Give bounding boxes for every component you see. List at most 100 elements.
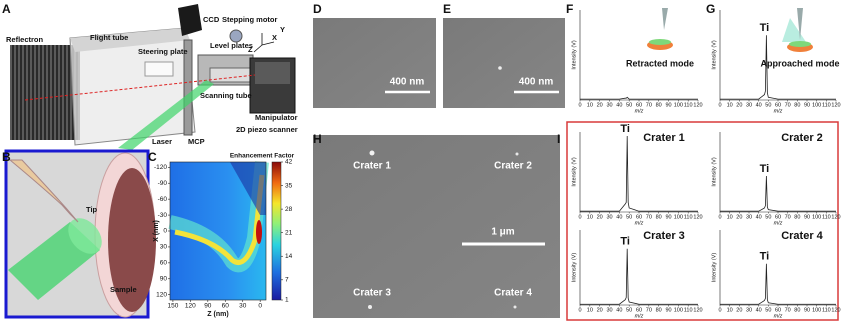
sample-label: Sample [110, 285, 137, 294]
x-axis-label: m/z [635, 313, 644, 319]
spectrum-line [580, 248, 698, 305]
scale-label: 1 μm [491, 227, 514, 238]
y-tick-label: 30 [160, 244, 168, 251]
colorbar-tick-label: 42 [285, 159, 293, 166]
ion-path [24, 74, 256, 101]
chart-title: Crater 2 [781, 132, 823, 144]
x-tick-label: 80 [656, 214, 662, 220]
x-tick-label: 80 [656, 307, 662, 313]
x-tick-label: 40 [756, 102, 762, 108]
panel-label: A [2, 2, 11, 16]
x-tick-label: 60 [775, 102, 781, 108]
x-tick-label: 0 [718, 214, 721, 220]
y-tick-label: -120 [154, 164, 167, 171]
tip-label: Tip [86, 205, 98, 214]
x-tick-label: 50 [765, 307, 771, 313]
y-axis-label: Intensity (V) [711, 253, 717, 283]
x-tick-label: 120 [831, 307, 840, 313]
mcp-shape [183, 39, 193, 136]
crater-label: Crater 2 [494, 161, 532, 172]
y-tick-label: 0 [163, 228, 167, 235]
x-tick-label: 100 [812, 102, 821, 108]
component-label: Reflectron [6, 35, 44, 44]
component-label: Flight tube [90, 33, 128, 42]
x-tick-label: 120 [185, 303, 196, 310]
beam-end [68, 218, 102, 254]
scanning-tube-shape [209, 67, 251, 83]
panel-label: E [443, 2, 451, 16]
colorbar [271, 161, 282, 301]
approached-icon [782, 8, 813, 52]
panel-label: G [706, 2, 715, 16]
x-tick-label: 30 [746, 214, 752, 220]
component-label: 2D piezo scanner [236, 125, 298, 134]
chart-title: Crater 3 [643, 230, 685, 242]
x-tick-label: 10 [587, 102, 593, 108]
x-tick-label: 60 [222, 303, 230, 310]
x-tick-label: 30 [746, 102, 752, 108]
tip-holder [8, 159, 79, 223]
axis-label: X [272, 33, 277, 42]
x-tick-label: 110 [822, 214, 831, 220]
y-tick-label: 60 [160, 260, 168, 267]
x-axis-label: Z (nm) [207, 311, 228, 318]
component-label: Scanning tube [200, 91, 252, 100]
axes-icon [253, 33, 275, 53]
axis-label: Z [248, 45, 253, 54]
x-tick-label: 50 [626, 214, 632, 220]
peak-label: Ti [760, 163, 770, 175]
y-tick-label: -30 [158, 212, 168, 219]
x-tick-label: 40 [756, 214, 762, 220]
x-axis-label: m/z [774, 313, 783, 319]
x-tick-label: 10 [587, 307, 593, 313]
x-tick-label: 10 [727, 214, 733, 220]
x-tick-label: 90 [665, 102, 671, 108]
x-tick-label: 30 [606, 307, 612, 313]
chart-title: Crater 1 [643, 132, 685, 144]
x-tick-label: 50 [765, 214, 771, 220]
y-tick-label: 120 [156, 291, 167, 298]
x-tick-label: 20 [597, 214, 603, 220]
x-tick-label: 60 [636, 307, 642, 313]
panel-label: C [148, 150, 157, 164]
x-tick-label: 0 [718, 102, 721, 108]
component-label: MCP [188, 137, 205, 146]
crater-dot [368, 305, 372, 309]
component-label: Level plates [210, 41, 253, 50]
x-tick-label: 80 [794, 102, 800, 108]
x-tick-label: 100 [674, 307, 683, 313]
x-tick-label: 120 [693, 307, 702, 313]
spectrum-line [720, 263, 836, 305]
y-axis-label: X (nm) [153, 220, 160, 242]
spectrum-line [720, 175, 836, 212]
x-tick-label: 120 [693, 214, 702, 220]
component-label: Steering plate [138, 47, 188, 56]
x-tick-label: 70 [646, 102, 652, 108]
crater-dot [369, 150, 375, 156]
peak-label: Ti [760, 22, 770, 34]
x-tick-label: 10 [727, 307, 733, 313]
x-tick-label: 100 [674, 102, 683, 108]
x-tick-label: 70 [785, 307, 791, 313]
crater-dot [515, 152, 519, 156]
component-label: Laser [152, 137, 172, 146]
x-tick-label: 70 [646, 214, 652, 220]
x-tick-label: 40 [616, 102, 622, 108]
panel-label: H [313, 132, 322, 146]
chart-title: Crater 4 [781, 230, 823, 242]
mode-label: Retracted mode [626, 58, 694, 68]
x-tick-label: 0 [578, 214, 581, 220]
x-tick-label: 30 [606, 214, 612, 220]
x-tick-label: 90 [665, 214, 671, 220]
x-tick-label: 20 [597, 307, 603, 313]
spectrum-line [580, 135, 698, 212]
panel-b-drawing [4, 149, 156, 319]
spectrum-line [580, 96, 698, 100]
x-tick-label: 40 [616, 214, 622, 220]
mode-label: Approached mode [760, 58, 839, 68]
x-tick-label: 100 [812, 307, 821, 313]
panel-a-schematic [10, 4, 296, 150]
x-tick-label: 100 [812, 214, 821, 220]
x-tick-label: 70 [785, 214, 791, 220]
